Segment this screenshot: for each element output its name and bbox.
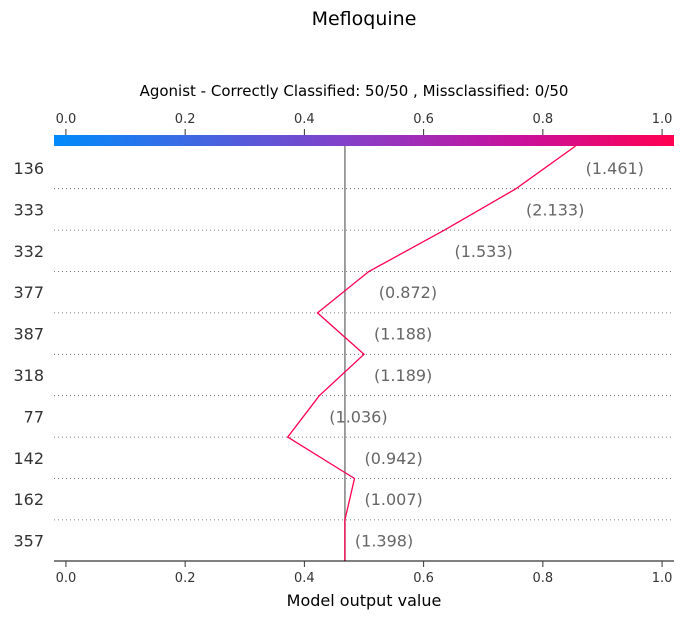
top-tick-label: 0.6 (413, 112, 434, 127)
feature-value-label: (1.533) (454, 242, 512, 261)
feature-label: 357 (13, 532, 44, 551)
feature-label: 136 (13, 159, 44, 178)
feature-value-label: (2.133) (526, 200, 584, 219)
feature-labels: 136 333 332 377 387 318 77 142 162 357 (13, 159, 44, 551)
bottom-tick-label: 0.6 (413, 571, 434, 586)
feature-value-label: (1.189) (374, 366, 432, 385)
gridlines (54, 188, 674, 521)
chart-title: Mefloquine (312, 8, 417, 30)
feature-value-label: (0.942) (364, 449, 422, 468)
feature-value-labels: (1.461) (2.133) (1.533) (0.872) (1.188) (1.18… (329, 159, 644, 551)
feature-label: 377 (13, 283, 44, 302)
feature-value-label: (1.036) (329, 407, 387, 426)
top-tick-label: 0.8 (533, 112, 554, 127)
top-tick-label: 0.0 (56, 112, 77, 127)
feature-label: 387 (13, 325, 44, 344)
feature-value-label: (1.007) (364, 490, 422, 509)
feature-value-label: (1.461) (586, 159, 644, 178)
feature-label: 318 (13, 366, 44, 385)
chart-subtitle: Agonist - Correctly Classified: 50/50 , … (140, 82, 569, 100)
top-tick-label: 0.2 (175, 112, 196, 127)
feature-label: 332 (13, 242, 44, 261)
bottom-tick-label: 0.0 (56, 571, 77, 586)
bottom-axis: 0.0 0.2 0.4 0.6 0.8 1.0 (56, 561, 673, 586)
top-axis: 0.0 0.2 0.4 0.6 0.8 1.0 (56, 112, 673, 135)
feature-label: 77 (24, 407, 44, 426)
colorbar (54, 135, 674, 146)
decision-path (286, 145, 576, 561)
feature-value-label: (1.188) (374, 325, 432, 344)
feature-label: 162 (13, 490, 44, 509)
x-axis-label: Model output value (287, 591, 442, 610)
top-tick-label: 0.4 (294, 112, 315, 127)
feature-label: 142 (13, 449, 44, 468)
feature-value-label: (1.398) (355, 532, 413, 551)
bottom-tick-label: 0.4 (294, 571, 315, 586)
bottom-tick-label: 0.2 (175, 571, 196, 586)
bottom-tick-label: 0.8 (533, 571, 554, 586)
feature-value-label: (0.872) (379, 283, 437, 302)
bottom-tick-label: 1.0 (652, 571, 673, 586)
feature-label: 333 (13, 200, 44, 219)
top-tick-label: 1.0 (652, 112, 673, 127)
